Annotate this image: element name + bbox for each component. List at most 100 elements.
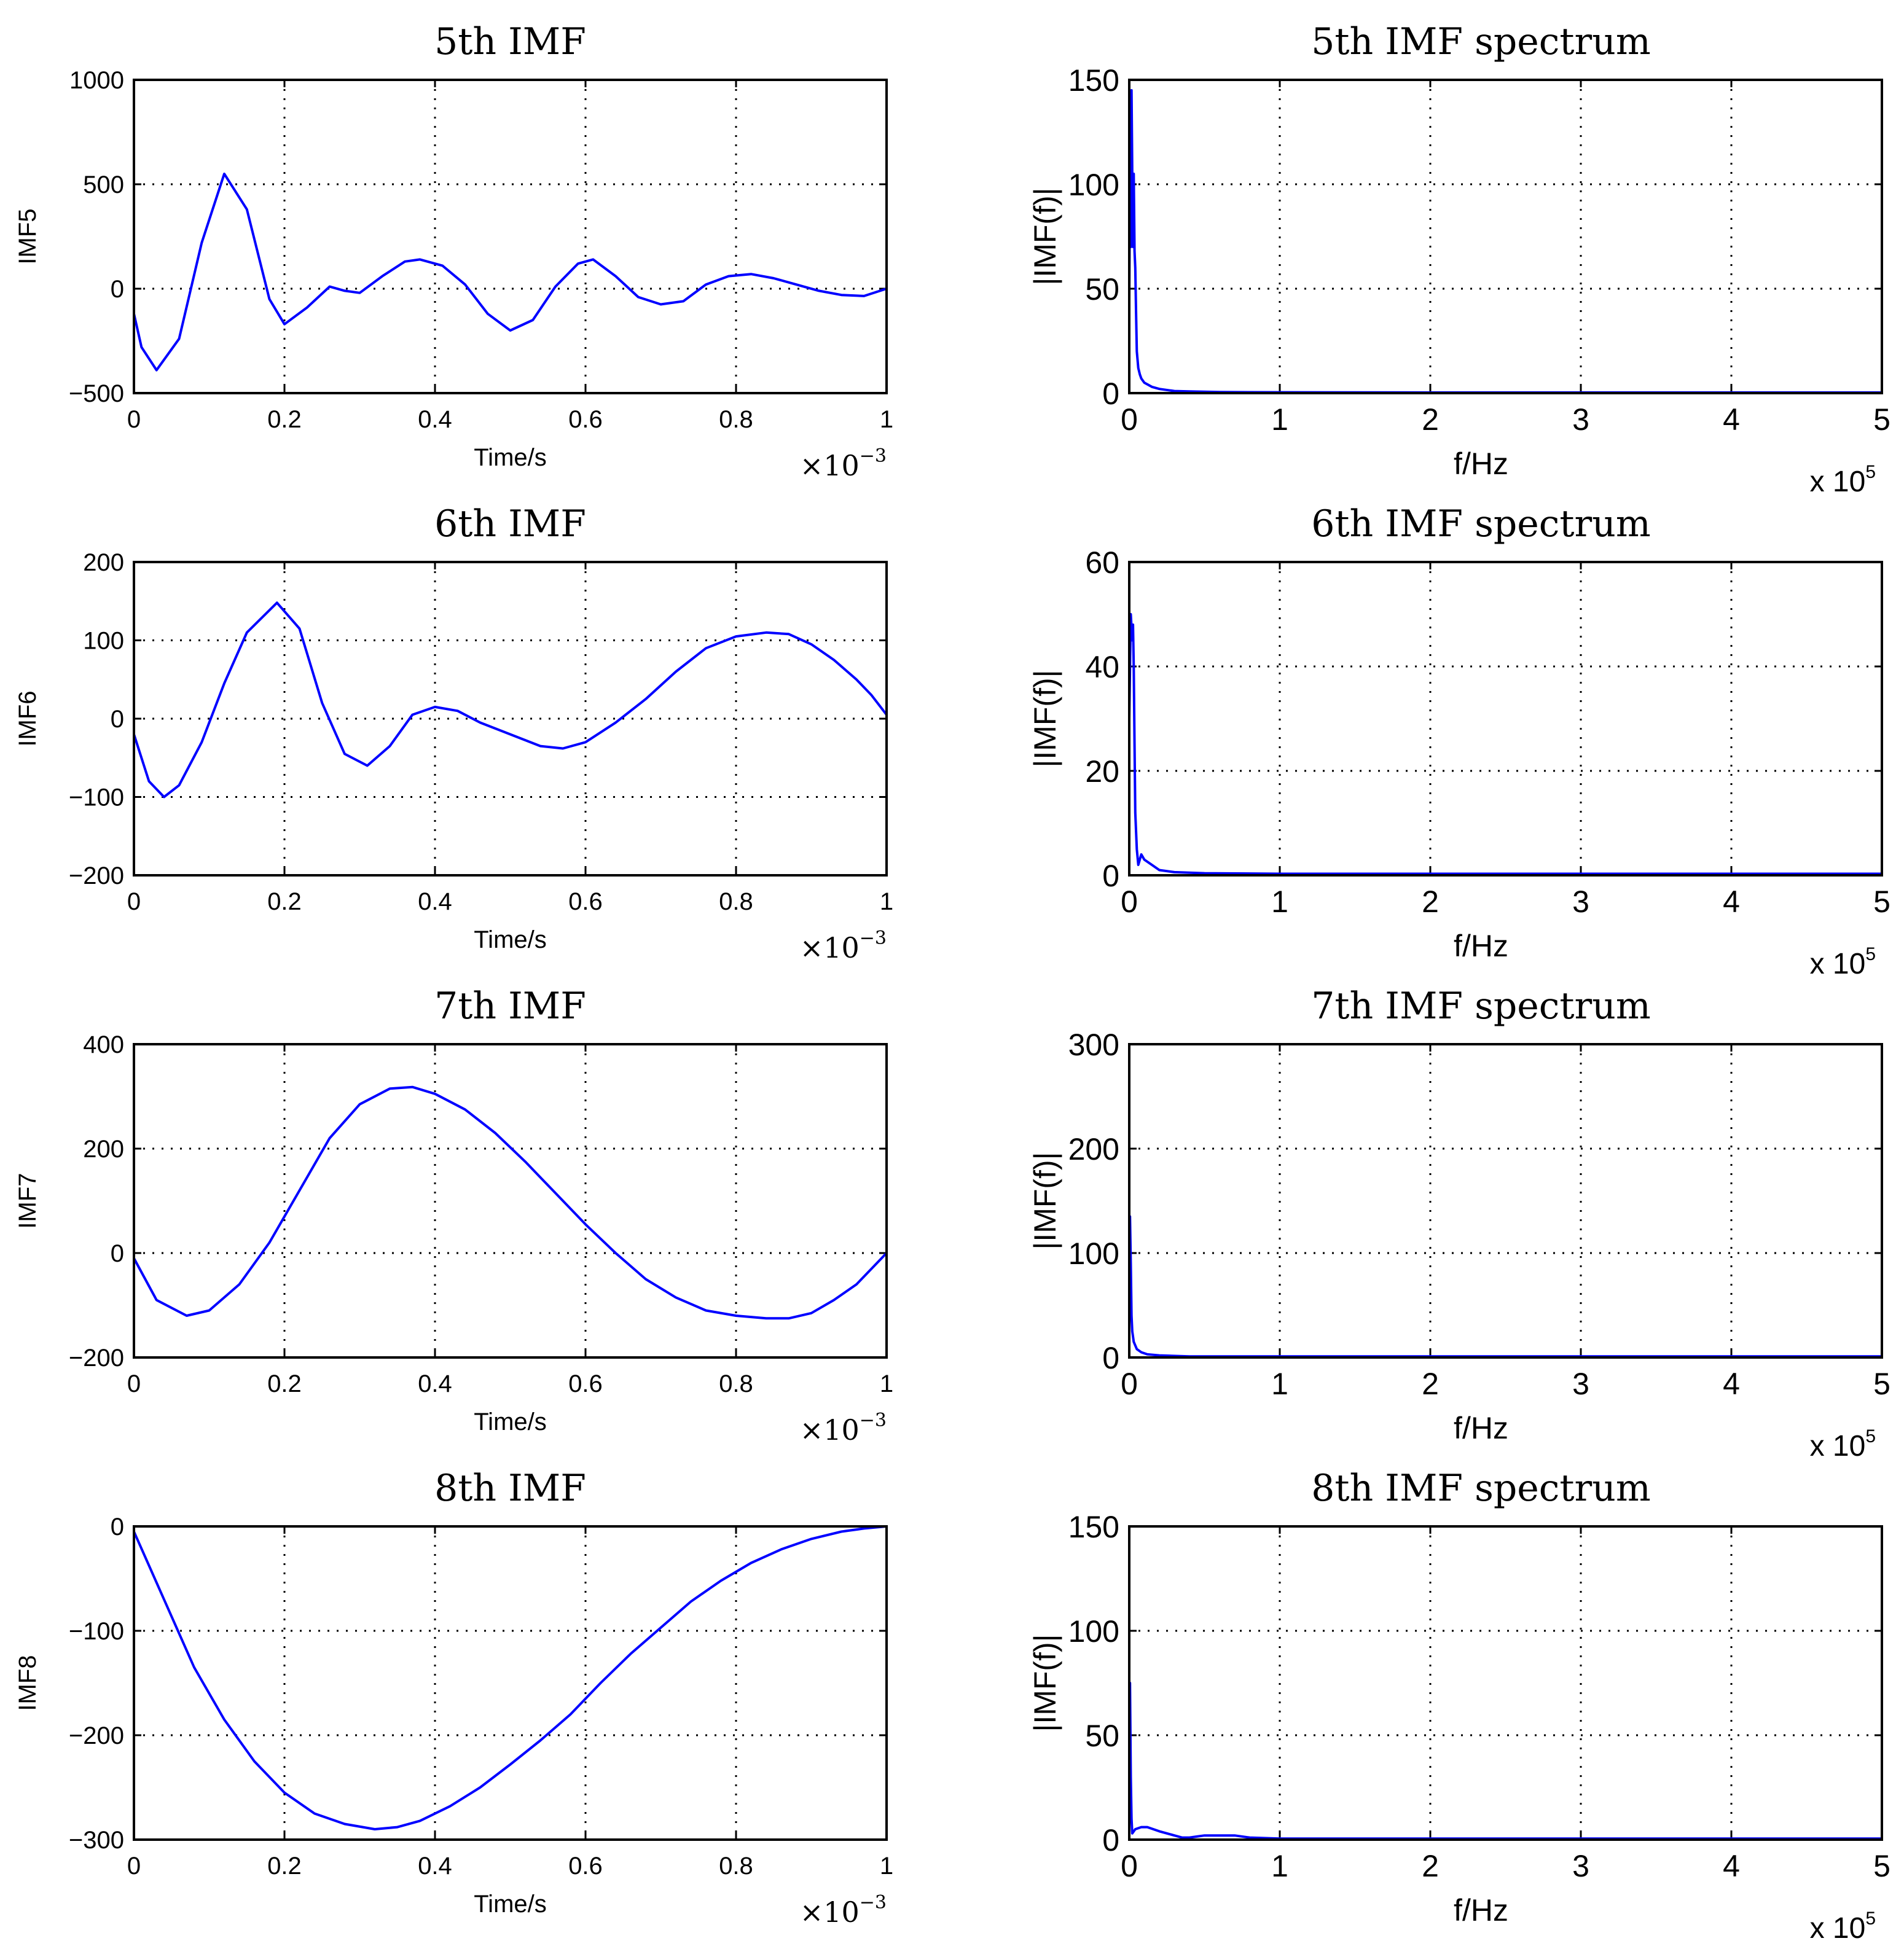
chart-8-xtick-label: 0 (1121, 1849, 1138, 1883)
chart-7-xtick-label: 0 (127, 1853, 141, 1880)
chart-3-series-line (133, 601, 888, 799)
chart-5-x-multiplier: ×10−3 (800, 1410, 887, 1447)
chart-2-xtick-label: 3 (1572, 402, 1589, 437)
chart-5-axes-box (133, 1043, 888, 1359)
chart-4-title: 6th IMF spectrum (1311, 502, 1650, 545)
chart-6-xtick-label: 5 (1873, 1367, 1890, 1401)
chart-7-ytick-label: −100 (69, 1618, 124, 1645)
chart-4-ylabel: |IMF(f)| (1028, 670, 1062, 767)
chart-6-xtick-label: 3 (1572, 1367, 1589, 1401)
chart-1-ytick-label: 0 (111, 276, 124, 303)
chart-6-xtick-label: 0 (1121, 1367, 1138, 1401)
chart-8-ylabel: |IMF(f)| (1028, 1634, 1062, 1732)
chart-7-series-line (133, 1525, 887, 1830)
chart-6-ylabel: |IMF(f)| (1028, 1152, 1062, 1249)
chart-5-xlabel: Time/s (474, 1408, 547, 1435)
chart-4-multiplier-base: x 10 (1810, 948, 1866, 980)
chart-1-xtick-label: 0.6 (568, 406, 603, 433)
chart-8-ytick-label: 150 (1068, 1510, 1119, 1544)
chart-4-xtick-label: 5 (1873, 885, 1890, 919)
chart-2-ylabel: |IMF(f)| (1028, 187, 1062, 285)
chart-1-ytick-label: 500 (83, 171, 124, 198)
chart-3-multiplier-exponent: −3 (860, 928, 887, 949)
chart-3-multiplier-base: ×10 (800, 931, 860, 964)
chart-7-ylabel: IMF8 (14, 1655, 41, 1711)
chart-7-ytick-label: −300 (69, 1827, 124, 1854)
chart-3-xtick-label: 0.6 (568, 888, 603, 915)
chart-4-x-multiplier: x 105 (1810, 944, 1876, 980)
chart-6-multiplier-base: x 10 (1810, 1430, 1866, 1463)
chart-3-xlabel: Time/s (474, 926, 547, 953)
chart-1-ytick-label: 1000 (69, 67, 124, 94)
chart-3-x-multiplier: ×10−3 (800, 928, 887, 964)
chart-5-ytick-label: 0 (111, 1240, 124, 1267)
chart-3-ylabel: IMF6 (14, 690, 41, 746)
chart-7-xtick-label: 0.4 (418, 1853, 452, 1880)
chart-5-multiplier-base: ×10 (800, 1413, 860, 1447)
chart-5-multiplier-exponent: −3 (860, 1410, 887, 1431)
chart-4-xlabel: f/Hz (1454, 929, 1508, 963)
chart-2-x-multiplier: x 105 (1810, 462, 1876, 498)
chart-1-ytick-label: −500 (69, 380, 124, 407)
chart-4-ytick-label: 40 (1085, 650, 1119, 684)
chart-1-title: 5th IMF (434, 20, 586, 63)
chart-8-ytick-label: 0 (1102, 1823, 1119, 1857)
chart-7-xtick-label: 1 (880, 1853, 893, 1880)
chart-1-x-multiplier: ×10−3 (800, 445, 887, 482)
chart-6-ytick-label: 0 (1102, 1341, 1119, 1375)
chart-6-xtick-label: 1 (1271, 1367, 1288, 1401)
chart-2-axes-box (1128, 79, 1883, 394)
chart-3-axes-box (133, 561, 888, 877)
chart-5-ytick-label: 200 (83, 1136, 124, 1163)
chart-7-xtick-label: 0.6 (568, 1853, 603, 1880)
chart-8-x-multiplier: x 105 (1810, 1908, 1876, 1941)
chart-2-ytick-label: 150 (1068, 63, 1119, 98)
chart-3-xtick-label: 0 (127, 888, 141, 915)
chart-2-ytick-label: 50 (1085, 272, 1119, 307)
chart-7-xtick-label: 0.8 (719, 1853, 753, 1880)
chart-2-xtick-label: 0 (1121, 402, 1138, 437)
chart-5-xtick-label: 0.8 (719, 1370, 753, 1397)
chart-2-xlabel: f/Hz (1454, 447, 1508, 481)
chart-4-xtick-label: 4 (1723, 885, 1740, 919)
chart-7-xlabel: Time/s (474, 1891, 547, 1918)
chart-7-ytick-label: 0 (111, 1513, 124, 1541)
chart-6-ytick-label: 200 (1068, 1132, 1119, 1166)
chart-1-xtick-label: 0.4 (418, 406, 452, 433)
chart-8-xlabel: f/Hz (1454, 1893, 1508, 1927)
chart-5-xtick-label: 0.6 (568, 1370, 603, 1397)
chart-8-xtick-label: 3 (1572, 1849, 1589, 1883)
chart-3-ytick-label: 100 (83, 628, 124, 655)
chart-2-multiplier-base: x 10 (1810, 466, 1866, 498)
chart-3-title: 6th IMF (434, 502, 586, 545)
chart-8-xtick-label: 2 (1422, 1849, 1439, 1883)
chart-1-series-line (133, 173, 887, 372)
chart-3-xtick-label: 0.8 (719, 888, 753, 915)
chart-6-multiplier-exponent: 5 (1865, 1426, 1876, 1447)
chart-7-ytick-label: −200 (69, 1722, 124, 1749)
chart-3-xtick-label: 0.4 (418, 888, 452, 915)
chart-6-xtick-label: 2 (1422, 1367, 1439, 1401)
chart-8-multiplier-exponent: 5 (1865, 1908, 1876, 1929)
chart-6-axes-box (1128, 1043, 1883, 1359)
chart-6-xtick-label: 4 (1723, 1367, 1740, 1401)
chart-6-ytick-label: 100 (1068, 1236, 1119, 1271)
chart-8-ytick-label: 100 (1068, 1614, 1119, 1649)
chart-7-x-multiplier: ×10−3 (800, 1892, 887, 1929)
chart-5-title: 7th IMF (434, 985, 586, 1028)
chart-5-series-line (133, 1085, 888, 1320)
chart-8-series-line (1128, 1682, 1882, 1840)
chart-4-axes-box (1128, 561, 1883, 877)
chart-8-xtick-label: 4 (1723, 1849, 1740, 1883)
chart-4-ytick-label: 20 (1085, 754, 1119, 789)
chart-4-xtick-label: 2 (1422, 885, 1439, 919)
chart-3-xtick-label: 0.2 (267, 888, 302, 915)
chart-3-ytick-label: −100 (69, 784, 124, 811)
chart-3-xtick-label: 1 (880, 888, 893, 915)
chart-1-multiplier-base: ×10 (800, 449, 860, 482)
chart-2-xtick-label: 1 (1271, 402, 1288, 437)
chart-2-xtick-label: 2 (1422, 402, 1439, 437)
chart-4-series-line (1128, 613, 1882, 875)
chart-5-xtick-label: 0.4 (418, 1370, 452, 1397)
